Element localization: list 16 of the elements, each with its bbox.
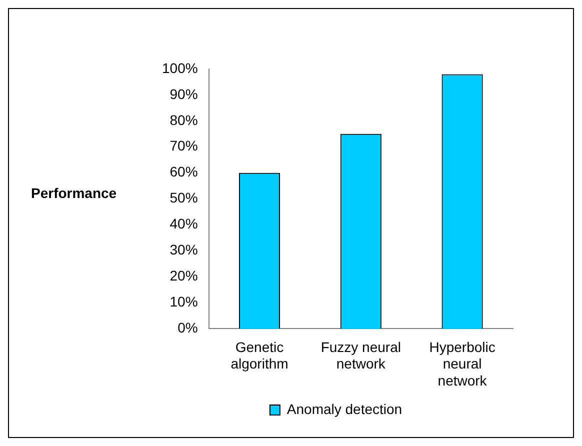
legend-label: Anomaly detection [286, 400, 402, 417]
x-tick-label: Fuzzy neural network [320, 338, 401, 372]
y-tick-label: 10% [170, 294, 198, 310]
y-tick-label: 30% [170, 242, 198, 258]
y-axis-title: Performance [31, 185, 117, 201]
y-tick-label: 90% [170, 86, 198, 102]
y-tick-label: 20% [170, 268, 198, 284]
y-tick-label: 100% [162, 60, 198, 76]
y-tick-label: 50% [170, 190, 198, 206]
y-tick-label: 60% [170, 164, 198, 180]
x-tick-label: Hyperbolic neural network [429, 338, 496, 388]
x-tick-label: Genetic algorithm [230, 338, 288, 372]
y-tick-label: 70% [170, 138, 198, 154]
y-tick-label: 80% [170, 112, 198, 128]
y-tick-label: 40% [170, 216, 198, 232]
y-tick-label: 0% [178, 319, 198, 336]
